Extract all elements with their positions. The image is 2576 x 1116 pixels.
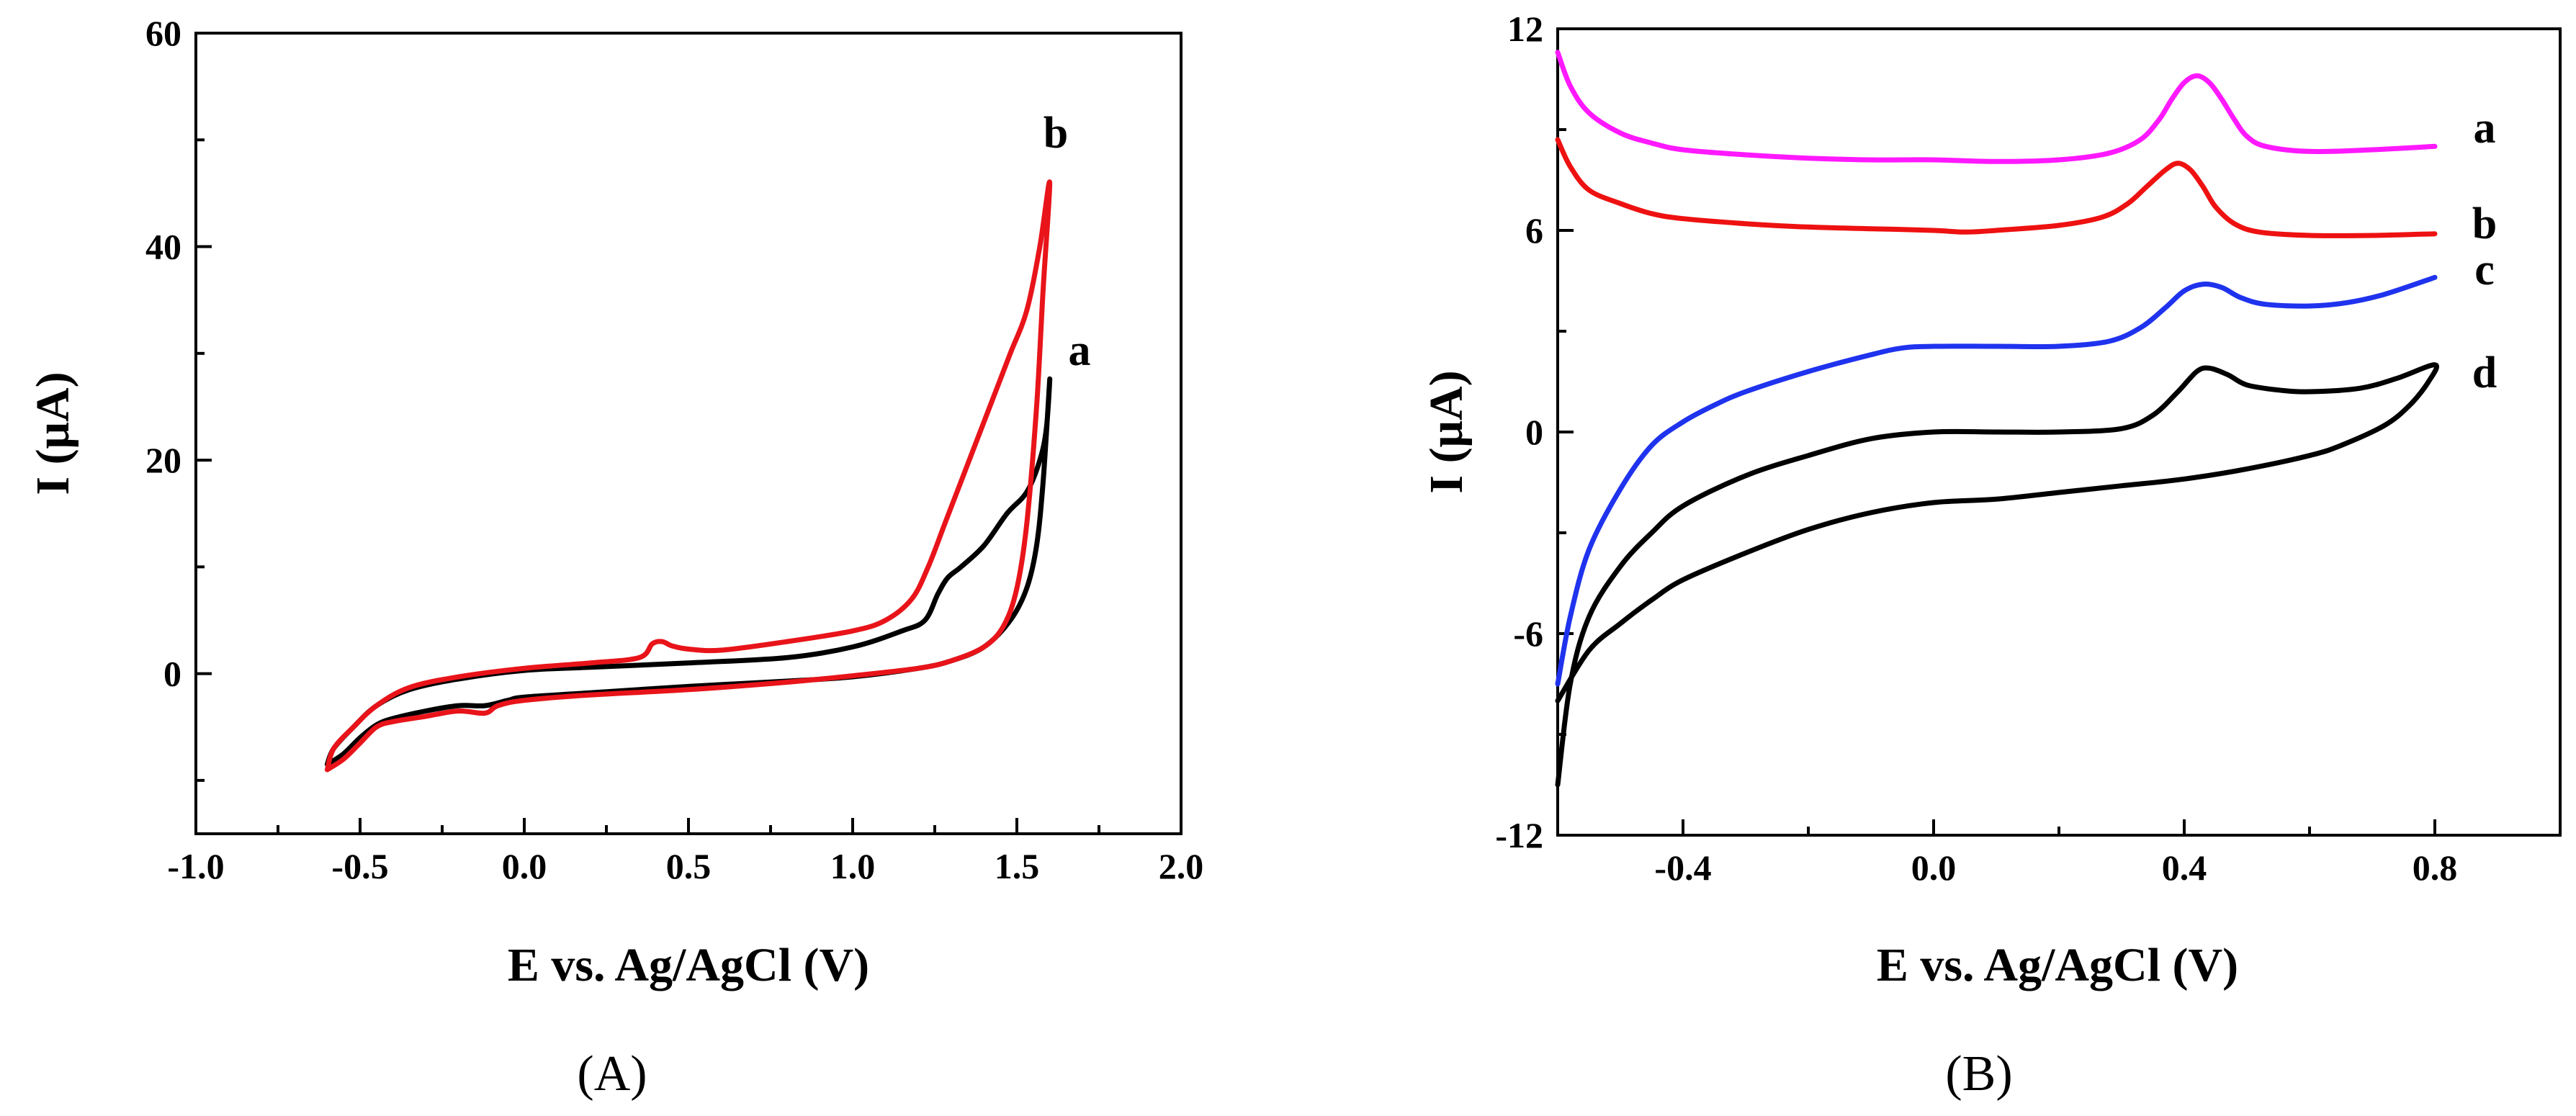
panel-a-y-axis-title: I (μA)	[27, 372, 79, 495]
panel-b-curve-label-a: a	[2474, 104, 2496, 153]
panel-b-series-b	[1555, 137, 2438, 238]
panel-a-y-tick-label: 0	[163, 654, 181, 694]
panel-b-y-tick-label: 6	[1525, 210, 1543, 251]
panel-a-series-a	[324, 376, 1053, 768]
panel-b-ticks: -0.4 0.0 0.4 0.8 -12 -6 0 6 12	[1495, 9, 2562, 888]
panel-b-x-tick-label: 0.0	[1911, 847, 1957, 888]
panel-a-ticks: -1.0 -0.5 0.0 0.5 1.0 1.5 2.0 0 20 40 60	[145, 13, 1203, 886]
panel-a-y-tick-label: 20	[145, 440, 181, 480]
panel-a-curve-label-b: b	[1044, 109, 1068, 158]
panel-a-x-axis-title: E vs. Ag/AgCl (V)	[508, 939, 869, 991]
panel-b-y-tick-label: 12	[1507, 9, 1543, 49]
panel-b-curve-label-d: d	[2472, 348, 2497, 397]
panel-b-y-tick-label: -12	[1495, 815, 1543, 855]
panel-b-y-axis-title: I (μA)	[1420, 370, 1473, 493]
panel-a: -1.0 -0.5 0.0 0.5 1.0 1.5 2.0 0 20 40 60 E vs. Ag/…	[27, 13, 1203, 1102]
panel-a-y-tick-label: 40	[145, 227, 181, 267]
panel-b-x-tick-label: 0.4	[2162, 847, 2207, 888]
panel-b-x-axis-title: E vs. Ag/AgCl (V)	[1877, 939, 2238, 991]
panel-b-caption: (B)	[1945, 1046, 2012, 1102]
panel-a-y-tick-label: 60	[145, 13, 181, 53]
panel-a-x-tick-label: 2.0	[1159, 846, 1204, 886]
panel-a-x-tick-label: 1.5	[995, 846, 1040, 886]
panel-a-x-tick-label: -1.0	[167, 846, 224, 886]
panel-a-caption: (A)	[577, 1046, 647, 1102]
panel-b: -0.4 0.0 0.4 0.8 -12 -6 0 6 12 E vs. Ag/AgCl (V)…	[1420, 9, 2562, 1102]
panel-a-x-tick-label: 1.0	[830, 846, 876, 886]
panel-b-y-tick-label: -6	[1513, 613, 1543, 654]
panel-b-x-tick-label: -0.4	[1654, 847, 1711, 888]
panel-b-y-tick-label: 0	[1525, 412, 1543, 452]
panel-b-series-d	[1555, 362, 2439, 788]
panel-b-curve-label-c: c	[2474, 246, 2495, 294]
panel-a-curve-label-a: a	[1069, 326, 1091, 375]
panel-b-curve-label-b: b	[2472, 199, 2497, 248]
panel-a-x-tick-label: 0.5	[666, 846, 712, 886]
panel-a-series-b	[324, 179, 1053, 773]
panel-b-x-tick-label: 0.8	[2413, 847, 2458, 888]
panel-b-series	[1555, 50, 2439, 788]
panel-b-series-a	[1555, 50, 2438, 164]
panel-a-x-tick-label: -0.5	[331, 846, 388, 886]
panel-a-series	[324, 179, 1053, 773]
panel-a-x-tick-label: 0.0	[502, 846, 547, 886]
panel-b-series-c	[1555, 274, 2438, 687]
